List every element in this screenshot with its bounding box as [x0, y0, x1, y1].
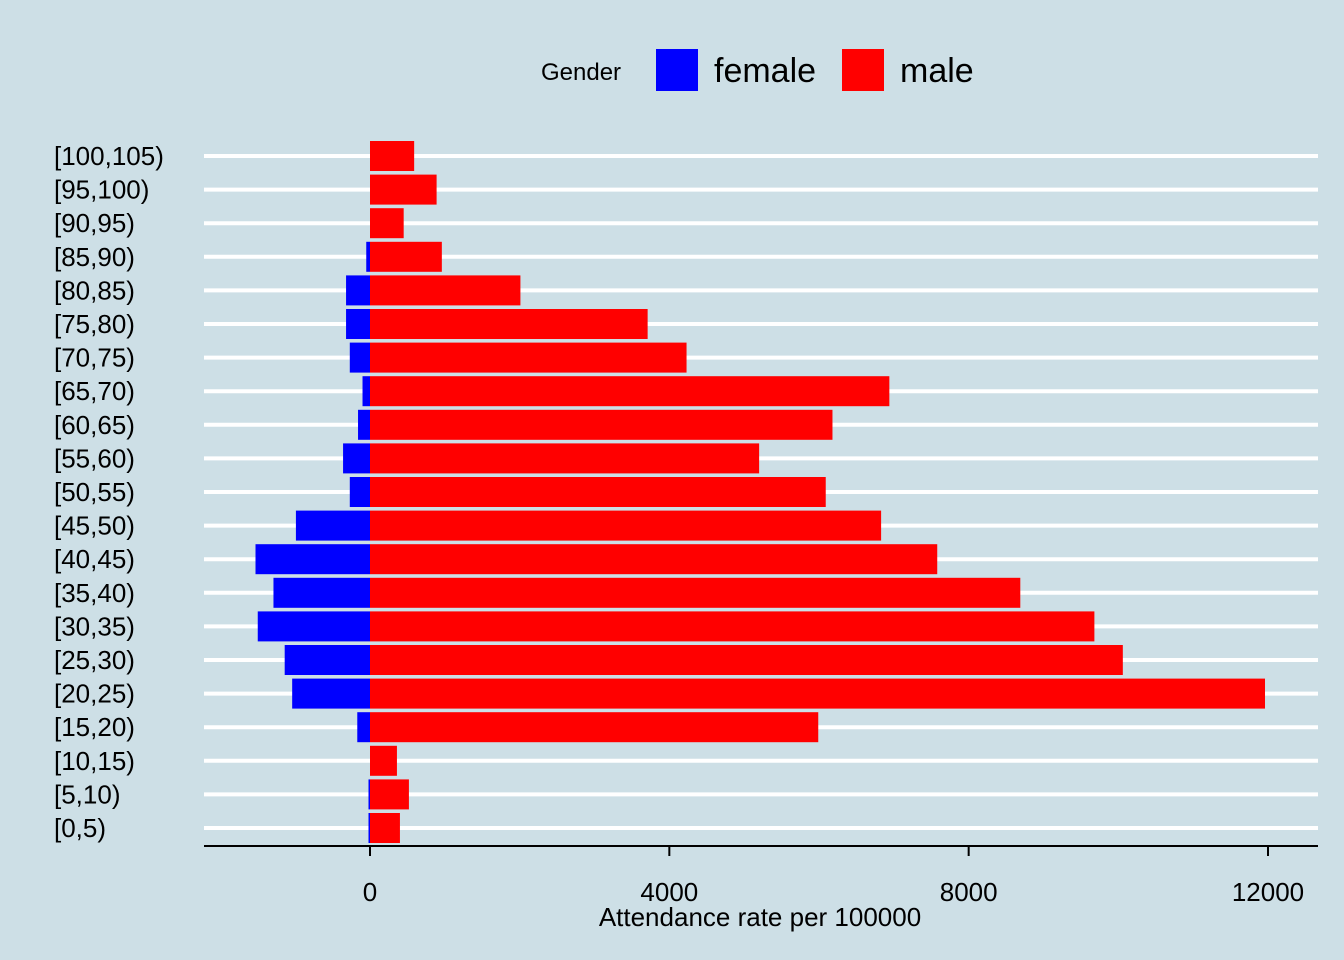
bar-male: [370, 477, 826, 507]
x-tick-label: 12000: [1232, 877, 1304, 907]
y-tick-label: [30,35): [54, 611, 135, 641]
bar-female: [346, 309, 370, 339]
legend-label-male: male: [900, 52, 974, 90]
y-tick-label: [25,30): [54, 645, 135, 675]
y-tick-label: [65,70): [54, 376, 135, 406]
bar-male: [370, 745, 397, 776]
bar-female: [358, 409, 370, 440]
y-tick-label: [90,95): [54, 208, 135, 238]
y-axis-category-labels: [0,5) [5,10)[10,15) [15,20)[20,25) [25,30) […: [54, 141, 164, 843]
x-axis: 0 4000 8000 12000: [204, 845, 1318, 907]
legend: Gender female male: [541, 49, 974, 91]
x-tick-label: 4000: [640, 877, 698, 907]
bar-male: [370, 275, 521, 306]
bar-male: [370, 611, 1095, 642]
y-tick-label: [70,75): [54, 343, 135, 373]
x-tick-label: 0: [363, 877, 377, 907]
bar-female: [295, 510, 370, 541]
legend-key-male: [842, 49, 884, 91]
y-tick-label: [50,55): [54, 477, 135, 507]
y-tick-label: [55,60): [54, 443, 135, 473]
y-tick-label: [20,25): [54, 679, 135, 709]
legend-key-female: [656, 49, 698, 91]
bar-male: [370, 779, 409, 810]
bar-male: [370, 813, 400, 843]
legend-title: Gender: [541, 59, 621, 86]
y-tick-label: [85,90): [54, 242, 135, 272]
bar-male: [370, 409, 833, 440]
y-tick-label: [40,45): [54, 544, 135, 574]
bar-male: [370, 174, 437, 205]
bar-female: [357, 712, 370, 743]
bar-male: [370, 645, 1123, 675]
bar-female: [292, 678, 370, 709]
y-tick-label: [5,10): [54, 779, 121, 809]
bar-male: [370, 443, 760, 474]
bar-male: [370, 208, 404, 239]
y-tick-label: [75,80): [54, 309, 135, 339]
bar-male: [370, 510, 882, 541]
bar-male: [370, 712, 819, 743]
bar-male: [370, 678, 1266, 709]
bar-female: [255, 544, 370, 575]
y-tick-label: [100,105): [54, 141, 164, 171]
bar-female: [368, 779, 370, 810]
bar-male: [370, 141, 415, 171]
bar-female: [349, 342, 370, 373]
bar-male: [370, 544, 938, 575]
bars: [255, 141, 1266, 843]
bar-male: [370, 309, 648, 339]
bar-female: [349, 477, 370, 507]
y-tick-label: [45,50): [54, 511, 135, 541]
bar-female: [284, 645, 370, 675]
y-tick-label: [15,20): [54, 712, 135, 742]
x-axis-title: Attendance rate per 100000: [599, 902, 921, 932]
bar-female: [273, 577, 370, 608]
y-tick-label: [95,100): [54, 175, 149, 205]
legend-label-female: female: [714, 52, 816, 90]
bar-male: [370, 577, 1021, 608]
y-tick-label: [0,5): [54, 813, 106, 843]
bar-female: [362, 376, 370, 407]
bar-female: [366, 241, 370, 272]
bar-female: [368, 813, 370, 843]
bar-female: [343, 443, 370, 474]
y-tick-label: [80,85): [54, 275, 135, 305]
bar-male: [370, 376, 890, 407]
bar-female: [346, 275, 370, 306]
y-tick-label: [60,65): [54, 410, 135, 440]
bar-male: [370, 342, 687, 373]
y-tick-label: [35,40): [54, 578, 135, 608]
bar-male: [370, 241, 442, 272]
bar-female: [257, 611, 370, 642]
x-tick-label: 8000: [940, 877, 998, 907]
y-tick-label: [10,15): [54, 746, 135, 776]
